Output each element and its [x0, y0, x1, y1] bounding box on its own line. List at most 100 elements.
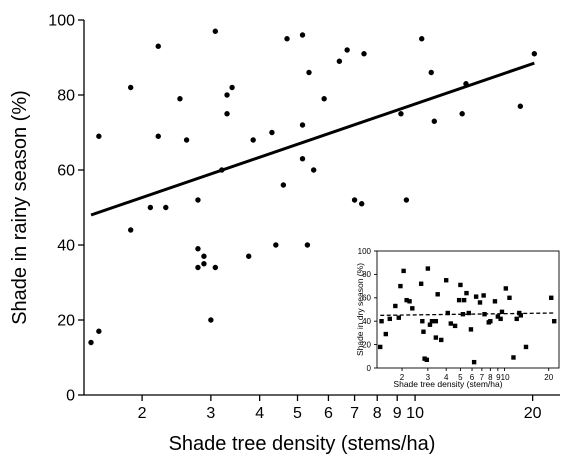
main-data-point — [310, 167, 317, 173]
main-data-point — [183, 137, 190, 143]
inset-data-point — [378, 344, 383, 350]
main-data-point — [201, 253, 207, 259]
main-data-point — [229, 84, 235, 91]
inset-data-point — [488, 319, 493, 324]
inset-data-point — [420, 319, 425, 324]
inset-data-point — [456, 297, 462, 303]
main-data-point — [336, 58, 343, 64]
inset-data-point — [387, 316, 392, 322]
inset-data-point — [429, 319, 435, 324]
main-data-point — [403, 197, 410, 203]
inset-data-point — [443, 278, 449, 283]
inset-data-point — [425, 266, 431, 271]
main-data-point — [195, 246, 201, 252]
main-x-tick-label: 10 — [406, 405, 424, 422]
inset-data-point — [393, 303, 398, 309]
main-data-point — [208, 317, 214, 323]
inset-y-tick-label: 0 — [367, 364, 372, 373]
inset-x-tick-label: 7 — [480, 373, 485, 382]
main-data-point — [517, 103, 524, 109]
main-y-tick-label: 100 — [48, 13, 75, 30]
inset-x-tick-label: 2 — [400, 373, 405, 382]
main-data-point — [163, 204, 169, 211]
inset-data-point — [471, 359, 477, 365]
inset-plot-frame — [376, 250, 560, 369]
inset-data-point — [404, 297, 409, 303]
inset-data-point — [473, 294, 479, 299]
inset-y-tick-label: 20 — [362, 340, 371, 349]
inset-data-point — [383, 331, 389, 337]
main-x-axis-title: Shade tree density (stems/ha) — [169, 433, 436, 454]
main-data-point — [463, 81, 469, 87]
main-data-point — [299, 122, 306, 128]
main-x-tick-label: 7 — [350, 405, 359, 422]
inset-y-tick-label: 80 — [362, 270, 371, 279]
main-x-tick-label: 20 — [524, 405, 542, 422]
inset-x-tick-label: 20 — [544, 373, 553, 382]
inset-data-point — [460, 311, 466, 317]
inset-data-point — [477, 300, 483, 305]
main-fit-line — [90, 61, 535, 217]
inset-data-point — [495, 314, 501, 319]
main-data-point — [88, 339, 94, 346]
inset-data-point — [410, 306, 415, 311]
inset-data-point — [481, 293, 486, 298]
main-data-point — [224, 92, 230, 98]
main-data-point — [96, 328, 102, 334]
main-data-point — [351, 197, 358, 203]
main-data-point — [280, 182, 287, 188]
main-data-point — [344, 47, 350, 53]
inset-y-axis-title: Shade in dry season (%) — [355, 263, 365, 356]
main-data-point — [147, 204, 154, 211]
main-data-point — [96, 133, 102, 139]
inset-data-point — [433, 335, 439, 340]
inset-y-tick-label: 60 — [362, 294, 371, 303]
main-y-tick-label: 60 — [57, 163, 75, 180]
inset-data-point — [517, 310, 522, 316]
main-data-point — [195, 264, 201, 271]
inset-data-point — [549, 295, 554, 300]
inset-data-point — [523, 344, 529, 350]
inset-x-tick-label: 4 — [444, 373, 449, 382]
main-data-point — [269, 129, 275, 136]
inset-data-point — [435, 292, 440, 297]
main-x-tick-label: 9 — [393, 405, 402, 422]
inset-data-point — [427, 322, 433, 327]
main-data-point — [250, 137, 256, 143]
main-data-point — [419, 36, 425, 42]
inset-data-point — [518, 313, 523, 318]
inset-data-point — [452, 323, 458, 329]
main-data-point — [201, 261, 207, 267]
main-data-point — [212, 28, 219, 34]
main-data-point — [361, 51, 367, 57]
inset-x-axis-title: Shade tree density (stem/ha) — [393, 379, 502, 389]
inset-data-point — [448, 321, 454, 326]
main-data-point — [306, 69, 312, 76]
main-y-tick-label: 80 — [57, 88, 75, 105]
main-data-point — [127, 227, 134, 233]
inset-data-point — [498, 316, 503, 322]
main-y-tick-label: 40 — [57, 238, 75, 255]
main-data-point — [304, 242, 311, 248]
inset-data-point — [482, 311, 487, 317]
inset-data-point — [552, 319, 557, 324]
main-data-point — [224, 111, 230, 117]
main-data-point — [398, 111, 404, 117]
inset-data-point — [461, 297, 467, 303]
main-x-tick-label: 2 — [138, 405, 147, 422]
inset-data-point — [514, 316, 519, 322]
inset-data-point — [424, 357, 429, 363]
inset-data-point — [407, 299, 412, 304]
inset-data-point — [445, 310, 450, 316]
main-data-point — [459, 111, 465, 117]
main-data-point — [273, 242, 279, 248]
main-data-point — [299, 32, 306, 38]
inset-data-point — [511, 355, 516, 360]
inset-y-tick-label: 100 — [358, 247, 372, 256]
inset-data-point — [398, 283, 403, 289]
inset-data-point — [503, 286, 509, 291]
main-data-point — [299, 156, 306, 162]
